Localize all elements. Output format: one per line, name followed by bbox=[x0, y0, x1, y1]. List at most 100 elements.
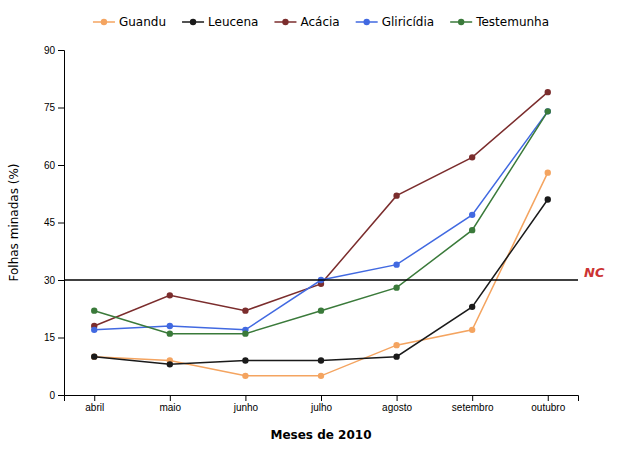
legend-item: Gliricídia bbox=[356, 15, 434, 29]
point bbox=[393, 342, 399, 348]
legend-marker bbox=[282, 19, 288, 25]
point bbox=[393, 261, 399, 267]
point bbox=[469, 327, 475, 333]
y-axis-title: Folhas minadas (%) bbox=[7, 164, 21, 282]
axis-line bbox=[58, 51, 65, 396]
tick: julho bbox=[310, 395, 333, 413]
point bbox=[393, 284, 399, 290]
point bbox=[91, 307, 97, 313]
point bbox=[393, 353, 399, 359]
legend-marker bbox=[363, 19, 369, 25]
tick-mark bbox=[321, 395, 322, 401]
point bbox=[91, 353, 97, 359]
legend-marker bbox=[458, 19, 464, 25]
series bbox=[91, 108, 551, 337]
tick: junho bbox=[233, 395, 259, 413]
series bbox=[91, 108, 551, 333]
point bbox=[318, 307, 324, 313]
legend: Guandu Leucena Acácia Gliricídia Testemunha bbox=[93, 15, 549, 29]
tick-label: agosto bbox=[382, 402, 412, 413]
series-line bbox=[94, 173, 548, 376]
tick-mark bbox=[245, 395, 246, 401]
legend-item: Guandu bbox=[93, 15, 166, 29]
tick: agosto bbox=[382, 395, 412, 413]
series-line bbox=[94, 92, 548, 326]
tick-mark bbox=[170, 395, 171, 401]
tick-label: 15 bbox=[44, 332, 56, 343]
tick-label: setembro bbox=[452, 402, 494, 413]
tick: 60 bbox=[44, 160, 64, 171]
tick: 15 bbox=[44, 332, 64, 343]
legend-label: Leucena bbox=[208, 15, 258, 29]
series-line bbox=[94, 111, 548, 330]
series bbox=[91, 89, 551, 329]
tick-mark bbox=[58, 338, 64, 339]
series-line bbox=[94, 111, 548, 333]
point bbox=[167, 361, 173, 367]
tick-label: junho bbox=[233, 402, 259, 413]
tick: abril bbox=[85, 395, 104, 413]
legend-label: Acácia bbox=[300, 15, 339, 29]
tick: 90 bbox=[44, 45, 64, 56]
tick-label: 45 bbox=[44, 217, 56, 228]
tick-mark bbox=[94, 395, 95, 401]
legend-marker bbox=[101, 19, 107, 25]
point bbox=[469, 304, 475, 310]
tick: 45 bbox=[44, 217, 64, 228]
tick-label: 30 bbox=[44, 275, 56, 286]
point bbox=[91, 327, 97, 333]
legend-label: Guandu bbox=[119, 15, 166, 29]
tick-mark bbox=[472, 395, 473, 401]
legend-label: Gliricídia bbox=[382, 15, 434, 29]
point bbox=[469, 154, 475, 160]
legend-item: Leucena bbox=[182, 15, 258, 29]
tick-mark bbox=[58, 280, 64, 281]
point bbox=[242, 357, 248, 363]
legend-item: Acácia bbox=[274, 15, 339, 29]
point bbox=[91, 353, 97, 359]
tick-label: maio bbox=[159, 402, 181, 413]
point bbox=[318, 357, 324, 363]
annotation: NC bbox=[584, 265, 605, 280]
tick: 0 bbox=[49, 390, 64, 401]
tick-mark bbox=[548, 395, 549, 401]
point bbox=[545, 169, 551, 175]
point bbox=[545, 89, 551, 95]
point bbox=[469, 227, 475, 233]
point bbox=[318, 373, 324, 379]
marks bbox=[64, 89, 578, 379]
tick: outubro bbox=[531, 395, 565, 413]
axis-line bbox=[65, 396, 579, 402]
legend-label: Testemunha bbox=[475, 15, 549, 29]
tick-mark bbox=[58, 395, 64, 396]
series-line bbox=[94, 200, 548, 365]
tick: setembro bbox=[452, 395, 494, 413]
point bbox=[393, 192, 399, 198]
y-axis: 0 15 30 45 60 75 90 bbox=[44, 45, 65, 401]
chart: 0 15 30 45 60 75 90 abril maio junho julho agosto se… bbox=[0, 0, 628, 453]
tick-mark bbox=[397, 395, 398, 401]
tick: 30 bbox=[44, 275, 64, 286]
series bbox=[91, 196, 551, 367]
tick-mark bbox=[58, 223, 64, 224]
plot: 0 15 30 45 60 75 90 abril maio junho julho agosto se… bbox=[44, 45, 605, 413]
point bbox=[167, 323, 173, 329]
x-axis: abril maio junho julho agosto setembro outubro bbox=[65, 395, 579, 413]
legend-marker bbox=[190, 19, 196, 25]
tick-label: abril bbox=[85, 402, 104, 413]
x-axis-title: Meses de 2010 bbox=[271, 428, 372, 442]
point bbox=[242, 373, 248, 379]
point bbox=[242, 307, 248, 313]
point bbox=[469, 212, 475, 218]
tick-label: julho bbox=[310, 402, 333, 413]
reference-line bbox=[64, 279, 578, 280]
point bbox=[242, 330, 248, 336]
point bbox=[545, 196, 551, 202]
point bbox=[545, 108, 551, 114]
tick: maio bbox=[159, 395, 181, 413]
tick-label: 90 bbox=[44, 45, 56, 56]
point bbox=[167, 330, 173, 336]
tick-label: 0 bbox=[49, 390, 55, 401]
tick: 75 bbox=[44, 102, 64, 113]
tick-mark bbox=[58, 165, 64, 166]
